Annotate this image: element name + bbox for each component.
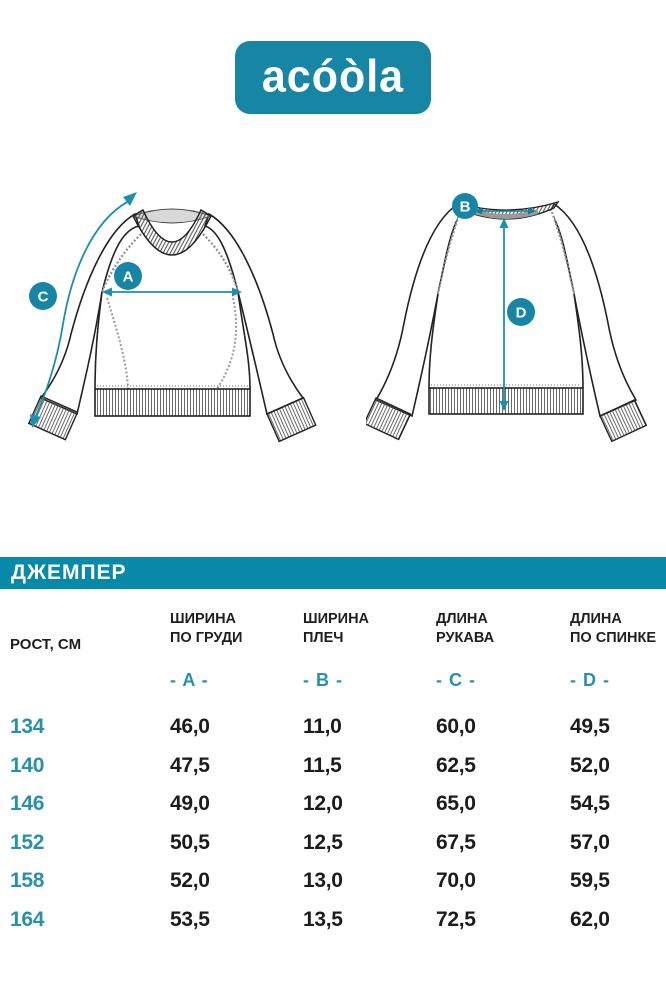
front-view-diagram: A C [27,192,317,443]
value-cell: 49,5 [570,715,610,738]
value-cell: 60,0 [436,715,476,738]
col-letter-d: - D - [570,670,610,690]
back-collar-label-strip [474,209,538,219]
height-cell: 164 [10,907,45,931]
badge-a: A [114,262,142,290]
height-cell: 146 [10,792,45,815]
badge-d-label: D [516,305,527,322]
badge-c-label: C [38,289,49,306]
value-cell: 47,5 [170,753,210,777]
front-right-cuff [266,396,317,443]
height-cell: 152 [10,830,45,854]
value-cell: 70,0 [436,869,476,892]
value-cell: 52,0 [170,869,210,892]
value-cell: 65,0 [436,792,476,815]
brand-logo-text: acóòla [261,51,405,103]
col-header-b: ШИРИНА ПЛЕЧ [303,611,370,646]
measure-arrow-b [474,207,536,215]
brand-logo: acóòla [235,41,431,114]
size-table: РОСТ, СМ ШИРИНА ПО ГРУДИ ШИРИНА ПЛЕЧ ДЛИ… [0,610,666,939]
value-cell: 11,5 [303,753,342,777]
value-cell: 59,5 [570,869,610,892]
back-left-raglan-seam [436,211,462,295]
back-left-side-seam [428,293,439,389]
col-letter-c: - C - [436,670,476,690]
section-banner: ДЖЕМПЕР [0,557,666,589]
value-cell: 49,0 [170,792,210,815]
front-hem-band [94,388,251,417]
front-left-cuff [27,395,79,441]
height-cell: 140 [10,753,45,777]
col-letter-b: - B - [303,670,343,690]
section-title: ДЖЕМПЕР [11,561,127,584]
back-body [429,210,583,388]
height-cell: 134 [10,715,45,738]
value-cell: 12,0 [303,792,343,815]
col-header-d: ДЛИНА ПО СПИНКЕ [570,611,657,646]
col-letter-a: - A - [170,670,209,690]
value-cell: 11,0 [303,715,342,738]
measure-arrow-c [30,192,137,428]
badge-a-label: A [123,269,134,286]
value-cell: 53,5 [170,907,210,931]
front-left-side-seam [94,291,103,390]
value-cell: 13,5 [303,907,343,931]
badge-d: D [507,298,535,326]
value-cell: 62,0 [570,907,610,931]
back-left-cuff [366,397,412,441]
back-view-diagram: B D [366,193,648,443]
value-cell: 57,0 [570,830,610,854]
value-cell: 72,5 [436,907,476,931]
col-header-a: ШИРИНА ПО ГРУДИ [170,611,243,646]
value-cell: 13,0 [303,869,343,892]
value-cell: 54,5 [570,792,610,815]
back-left-sleeve [374,202,463,418]
measure-arrow-a [102,287,242,297]
value-cell: 50,5 [170,830,210,854]
badge-b-label: B [460,199,471,216]
value-cell: 12,5 [303,830,343,854]
row-header: РОСТ, СМ [10,636,82,653]
front-right-side-seam [237,291,251,390]
back-right-raglan-seam [550,211,576,295]
value-cell: 67,5 [436,830,476,854]
badge-c: C [29,282,57,310]
height-cell: 158 [10,869,45,892]
front-left-princess-seam [106,297,129,390]
value-cell: 46,0 [170,715,210,738]
col-header-c: ДЛИНА РУКАВА [436,611,495,646]
back-right-side-seam [573,293,584,389]
value-cell: 62,5 [436,753,476,777]
measure-arrow-d [499,218,509,411]
back-right-cuff [599,399,648,443]
badge-b: B [452,193,478,219]
front-collar-band [132,208,212,256]
value-cell: 52,0 [570,753,610,777]
